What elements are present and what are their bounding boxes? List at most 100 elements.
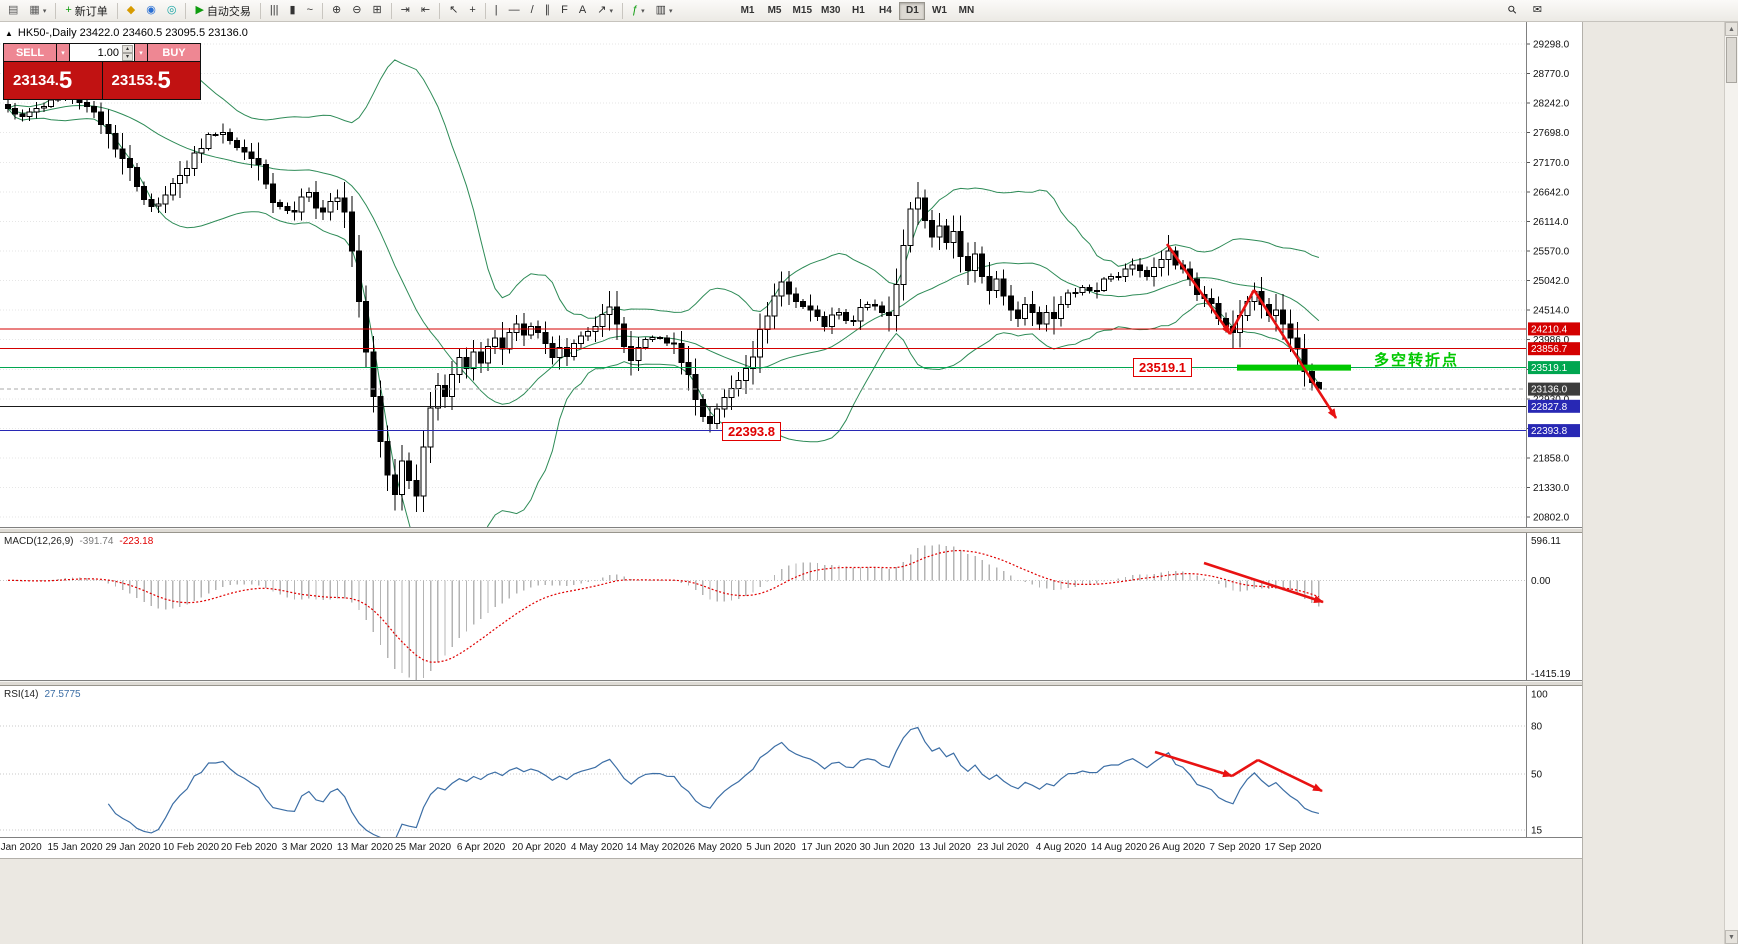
buy-price-value: 23153. [111,72,158,89]
rsi-name: RSI(14) [4,689,39,700]
vertical-scrollbar[interactable]: ▲ ▼ [1724,22,1738,944]
chart-shift-button[interactable]: ⇤ [416,1,435,21]
channel-icon: ∥ [544,4,551,16]
date-label: 3 Mar 2020 [281,842,333,853]
trend-arrow[interactable] [1257,758,1323,793]
price-axis[interactable] [1527,22,1582,528]
autotrading-button[interactable]: ▶ 自动交易 [190,1,255,21]
new-order-button[interactable]: + 新订单 [60,1,112,21]
buy-button[interactable]: BUY [148,44,200,61]
zoom-in-button[interactable]: ⊕ [327,1,346,21]
tile-windows-button[interactable]: ⊞ [367,1,386,21]
profiles-icon: ▦ [29,4,40,16]
volume-field[interactable]: 1.00 ▴ ▾ [70,44,134,61]
date-label: 26 May 2020 [684,842,742,853]
level-label-23519[interactable]: 23519.1 [1133,358,1192,377]
line-chart-button[interactable]: ~ [302,1,318,21]
timeframe-m1[interactable]: M1 [735,2,761,20]
timeframe-h4[interactable]: H4 [872,2,898,20]
search-button[interactable]: ⚲ [1504,1,1522,21]
price-tag-22393.8: 22393.8 [1528,424,1580,438]
profiles-button[interactable]: ▦ ▾ [24,1,51,21]
trend-arrow[interactable] [1228,289,1256,335]
date-label: 15 Jan 2020 [47,842,103,853]
panel-separator[interactable] [0,681,1582,686]
scroll-down-icon[interactable]: ▼ [1725,930,1738,944]
fibonacci-button[interactable]: F [556,1,573,21]
trend-arrow[interactable] [1165,243,1232,335]
price-chart-pane[interactable]: 29298.0 28770.0 28242.0 27698.0 27170.0 26642… [0,22,1582,528]
macd-pane[interactable]: 596.11 0.00 -1415.19 [0,533,1582,681]
timeframe-h1[interactable]: H1 [845,2,871,20]
horizontal-line-button[interactable]: — [504,1,525,21]
scroll-up-icon[interactable]: ▲ [1725,22,1738,36]
trend-arrow[interactable] [1231,758,1259,778]
scrollbar-thumb[interactable] [1726,37,1737,83]
volume-up-icon[interactable]: ▴ [122,44,133,53]
candlestick-button[interactable]: ▮ [285,1,301,21]
toolbar-separator [390,2,392,19]
date-label: 14 Aug 2020 [1090,842,1148,853]
buy-price-button[interactable]: 23153.5 [102,62,200,99]
volume-down-icon[interactable]: ▾ [122,52,133,61]
indicators-button[interactable]: ƒ ▾ [627,1,650,21]
rsi-pane[interactable]: 100 80 50 15 [0,686,1582,838]
bar-chart-button[interactable]: ||| [265,1,284,21]
toolbar-separator [439,2,441,19]
text-button[interactable]: A [574,1,591,21]
chat-button[interactable]: ✉ [1528,1,1547,21]
date-label: 4 Aug 2020 [1035,842,1087,853]
date-label: 13 Jul 2020 [919,842,971,853]
svg-text:23136.0: 23136.0 [1531,385,1568,396]
trend-arrow[interactable] [1252,289,1338,419]
auto-scroll-button[interactable]: ⇥ [396,1,415,21]
cursor-button[interactable]: ↖ [444,1,463,21]
scrollbar-track[interactable] [1725,83,1738,930]
sell-button[interactable]: SELL [4,44,56,61]
buy-options-caret-icon[interactable]: ▾ [135,44,147,61]
timeframe-w1[interactable]: W1 [926,2,952,20]
timeframe-m30[interactable]: M30 [817,2,844,20]
svg-text:24210.4: 24210.4 [1531,324,1568,335]
panel-separator[interactable] [0,528,1582,533]
channel-button[interactable]: ∥ [540,1,556,21]
horizontal-line-icon: — [508,4,520,16]
toolbar-separator [55,2,57,19]
price-axis-label: 24514.0 [1533,306,1570,317]
timeframe-mn[interactable]: MN [953,2,979,20]
arrows-button[interactable]: ↗ ▾ [592,1,618,21]
trend-arrow[interactable] [1203,561,1324,604]
zoom-out-button[interactable]: ⊖ [347,1,366,21]
caret-down-icon: ▾ [641,7,645,15]
collapse-trade-panel-icon[interactable]: ▲ [5,28,13,38]
turning-point-text[interactable]: 多空转折点 [1374,352,1460,369]
templates-button[interactable]: ▥ ▾ [651,1,678,21]
sell-price-button[interactable]: 23134.5 [4,62,102,99]
rsi-axis-label: 50 [1531,770,1543,781]
tile-windows-icon: ⊞ [372,4,382,16]
new-chart-button[interactable]: ▤ [3,1,23,21]
trendline-button[interactable]: / [526,1,539,21]
vertical-line-button[interactable]: | [490,1,503,21]
community-button[interactable]: ◉ [141,1,161,21]
crosshair-icon: + [469,4,476,16]
autotrading-icon: ▶ [195,4,204,16]
mql5-button[interactable]: ◎ [162,1,182,21]
toolbar-right-group: ⚲ ✉ [1504,1,1547,21]
trend-arrow[interactable] [1154,750,1233,778]
timeframe-m5[interactable]: M5 [762,2,788,20]
toolbar-separator [116,2,118,19]
market-button[interactable]: ◆ [122,1,140,21]
price-axis-label: 23986.0 [1533,335,1570,346]
crosshair-button[interactable]: + [464,1,480,21]
volume-value[interactable]: 1.00 [97,46,119,59]
timeframe-d1[interactable]: D1 [899,1,926,20]
new-chart-icon: ▤ [8,4,19,16]
timeframe-m15[interactable]: M15 [789,2,816,20]
zoom-in-icon: ⊕ [332,4,342,16]
date-label: 10 Feb 2020 [162,842,220,853]
level-label-22393[interactable]: 22393.8 [722,422,781,441]
indicators-icon: ƒ [631,4,639,16]
sell-options-caret-icon[interactable]: ▾ [57,44,69,61]
